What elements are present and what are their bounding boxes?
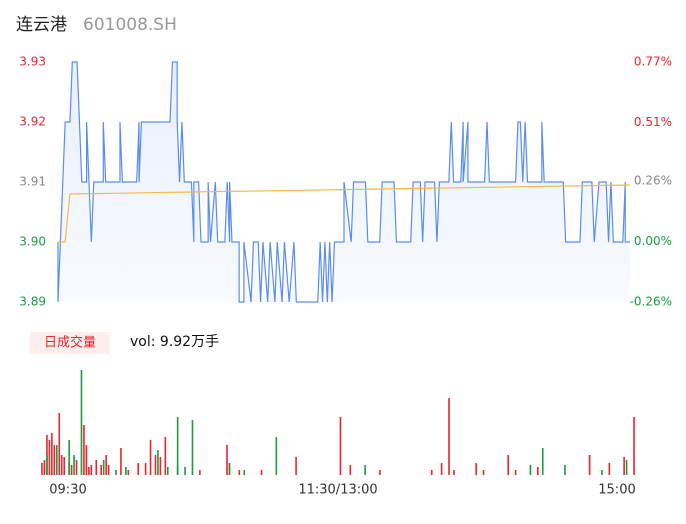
- volume-bar: [164, 437, 167, 475]
- volume-bar: [349, 465, 352, 475]
- volume-tab[interactable]: 日成交量: [44, 335, 96, 351]
- volume-bar: [176, 417, 179, 475]
- y-tick-label: 3.93: [19, 55, 46, 69]
- volume-bar: [115, 470, 117, 475]
- volume-bar: [144, 463, 147, 475]
- volume-bar: [120, 448, 122, 475]
- volume-bar: [482, 470, 485, 475]
- y2-tick-label: 0.51%: [634, 115, 672, 129]
- x-tick-label: 09:30: [49, 483, 86, 498]
- volume-bar: [60, 455, 63, 475]
- y2-tick-label: 0.00%: [634, 234, 672, 248]
- volume-bar: [100, 465, 102, 475]
- volume-bar: [453, 470, 455, 475]
- volume-bar: [243, 470, 246, 475]
- volume-bar: [127, 470, 130, 475]
- x-tick-label: 11:30/13:00: [298, 483, 377, 498]
- volume-bar: [226, 445, 228, 475]
- volume-bar: [364, 465, 366, 475]
- chart-subtitle: 601008.SH: [83, 15, 177, 35]
- volume-bar: [564, 465, 566, 475]
- volume-bar: [625, 460, 628, 475]
- volume-bar: [88, 467, 90, 475]
- volume-bar: [475, 463, 477, 475]
- x-tick-label: 15:00: [598, 483, 635, 498]
- chart-title: 连云港: [16, 15, 67, 35]
- volume-bar: [184, 467, 186, 475]
- volume-bar: [107, 465, 110, 475]
- volume-bar: [149, 440, 152, 475]
- volume-bar: [275, 437, 278, 475]
- volume-bar: [514, 470, 517, 475]
- volume-bar: [70, 465, 73, 475]
- volume-bar: [58, 413, 61, 475]
- volume-bar: [46, 455, 48, 475]
- volume-bar: [541, 448, 544, 475]
- volume-bar: [339, 417, 342, 475]
- volume-bar: [191, 420, 194, 475]
- volume-bar: [68, 440, 70, 475]
- series-line: [57, 61, 630, 303]
- volume-bar: [379, 470, 381, 475]
- volume-bar: [588, 455, 591, 475]
- y-tick-label: 3.91: [19, 175, 46, 189]
- volume-bar: [51, 433, 53, 475]
- volume-bar: [48, 440, 51, 475]
- volume-bar: [228, 465, 231, 475]
- y-tick-label: 3.90: [19, 235, 46, 249]
- volume-bar: [90, 465, 93, 475]
- volume-bar: [41, 463, 43, 475]
- volume-bar: [75, 460, 78, 475]
- y-tick-label: 3.92: [19, 115, 46, 129]
- volume-bar: [102, 460, 105, 475]
- volume-bar: [295, 457, 297, 475]
- volume-bar: [53, 445, 56, 475]
- y2-tick-label: 0.77%: [634, 55, 672, 69]
- volume-bar: [159, 457, 162, 475]
- volume-bar: [85, 445, 88, 475]
- volume-bar: [95, 460, 98, 475]
- volume-bar: [260, 470, 263, 475]
- volume-bar: [167, 467, 169, 475]
- volume-bar: [154, 455, 157, 475]
- volume-bar: [157, 450, 159, 475]
- y-tick-label: 3.89: [19, 295, 46, 309]
- volume-bar: [608, 463, 611, 475]
- volume-bar: [430, 470, 433, 475]
- volume-text: vol: 9.92万手: [130, 334, 219, 350]
- series-line: [58, 184, 631, 243]
- volume-bar: [43, 460, 46, 475]
- volume-bar: [199, 470, 201, 475]
- volume-bar: [125, 467, 127, 475]
- volume-bar: [448, 398, 450, 475]
- volume-bar: [137, 463, 139, 475]
- volume-bar: [633, 417, 635, 475]
- volume-tab-bg: [30, 332, 110, 354]
- volume-bar: [529, 465, 532, 475]
- volume-bar: [623, 457, 625, 475]
- volume-bar: [601, 470, 603, 475]
- y2-tick-label: 0.26%: [634, 173, 672, 187]
- volume-bar: [238, 470, 241, 475]
- volume-bar: [440, 463, 443, 475]
- volume-bar: [537, 467, 539, 475]
- volume-bar: [105, 455, 107, 475]
- volume-bar: [80, 370, 83, 475]
- volume-bar: [56, 445, 58, 475]
- volume-bar: [507, 455, 509, 475]
- volume-bar: [83, 425, 85, 475]
- y2-tick-label: -0.26%: [630, 295, 672, 309]
- volume-bar: [73, 455, 75, 475]
- volume-bar: [63, 457, 65, 475]
